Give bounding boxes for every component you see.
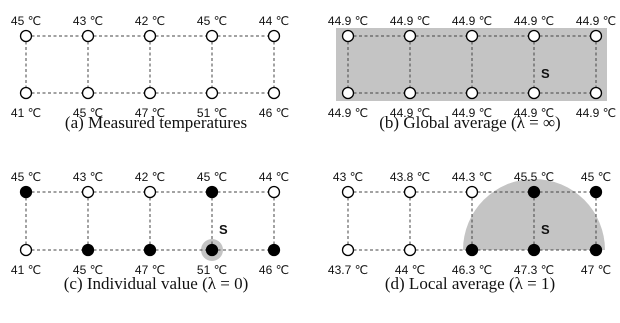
sensor-node-top [465, 185, 479, 199]
sensor-node-top [589, 29, 603, 43]
temperature-label-bottom: 43.7 ℃ [328, 263, 368, 277]
temperature-label-bottom: 45 ℃ [73, 263, 103, 277]
grid-edges [25, 35, 275, 94]
temperature-label-bottom: 46 ℃ [259, 106, 289, 120]
temperature-label-top: 45 ℃ [197, 14, 227, 28]
temperature-label-bottom: 47 ℃ [135, 106, 165, 120]
sensor-node-top [143, 29, 157, 43]
temperature-label-bottom: 44.9 ℃ [452, 106, 492, 120]
sensor-node-bottom [143, 86, 157, 100]
sensor-node-top [527, 185, 541, 199]
sensor-node-bottom [527, 86, 541, 100]
sensor-node-top [589, 185, 603, 199]
sensor-node-top [403, 29, 417, 43]
temperature-label-top: 43.8 ℃ [390, 170, 430, 184]
sensor-node-top [81, 29, 95, 43]
s-marker: S [541, 222, 550, 237]
sensor-node-top [143, 185, 157, 199]
panel-caption: (c) Individual value (λ = 0) [64, 274, 248, 293]
sensor-node-top [527, 29, 541, 43]
sensor-node-bottom [19, 243, 33, 257]
sensor-node-bottom [205, 86, 219, 100]
sensor-node-bottom [267, 243, 281, 257]
temperature-label-top: 44.9 ℃ [514, 14, 554, 28]
temperature-label-top: 44 ℃ [259, 170, 289, 184]
grid-edges [347, 191, 597, 251]
temperature-label-top: 45 ℃ [197, 170, 227, 184]
panel-caption: (a) Measured temperatures [65, 113, 247, 132]
temperature-label-bottom: 41 ℃ [11, 106, 41, 120]
sensor-node-top [267, 185, 281, 199]
temperature-label-top: 43 ℃ [333, 170, 363, 184]
sensor-node-bottom [589, 86, 603, 100]
panel-b: 44.9 ℃ 44.9 ℃ 44.9 ℃ 44.9 ℃ 44.9 ℃ 44.9 ℃ 44.9… [328, 14, 616, 132]
s-marker: S [219, 222, 228, 237]
sensor-node-bottom [465, 86, 479, 100]
sensor-node-bottom [341, 86, 355, 100]
sensor-node-top [403, 185, 417, 199]
sensor-node-bottom [589, 243, 603, 257]
sensor-node-top [205, 185, 219, 199]
sensor-node-top [341, 185, 355, 199]
sensor-node-top [205, 29, 219, 43]
temperature-label-bottom: 44.9 ℃ [514, 106, 554, 120]
sensor-node-bottom [403, 86, 417, 100]
grid-edges [25, 191, 275, 251]
sensor-node-top [19, 29, 33, 43]
temperature-label-top: 44.9 ℃ [576, 14, 616, 28]
sensor-node-top [19, 185, 33, 199]
temperature-label-bottom: 46 ℃ [259, 263, 289, 277]
panel-d: 43 ℃ 43.7 ℃ 43.8 ℃ 44 ℃ 44.3 ℃ 46.3 ℃ 45.5 ℃ 47… [328, 170, 611, 293]
temperature-label-top: 45 ℃ [11, 14, 41, 28]
sensor-node-top [81, 185, 95, 199]
panel-c: 45 ℃ 41 ℃ 43 ℃ 45 ℃ 42 ℃ 47 ℃ 45 ℃ 51 ℃ 44 ℃ 46 ℃… [11, 170, 289, 293]
sensor-node-bottom [527, 243, 541, 257]
temperature-label-bottom: 47 ℃ [135, 263, 165, 277]
temperature-label-bottom: 41 ℃ [11, 263, 41, 277]
temperature-label-bottom: 47.3 ℃ [514, 263, 554, 277]
temperature-label-bottom: 44.9 ℃ [576, 106, 616, 120]
sensor-node-bottom [19, 86, 33, 100]
temperature-label-top: 45 ℃ [11, 170, 41, 184]
panel-a: 45 ℃ 41 ℃ 43 ℃ 45 ℃ 42 ℃ 47 ℃ 45 ℃ 51 ℃ 44 ℃ 46 ℃… [11, 14, 289, 132]
sensor-node-top [267, 29, 281, 43]
sensor-node-bottom [341, 243, 355, 257]
sensor-node-bottom [267, 86, 281, 100]
sensor-node-bottom [81, 243, 95, 257]
temperature-label-bottom: 45 ℃ [73, 106, 103, 120]
sensor-node-bottom [81, 86, 95, 100]
temperature-label-bottom: 46.3 ℃ [452, 263, 492, 277]
temperature-label-top: 44.9 ℃ [452, 14, 492, 28]
temperature-label-bottom: 44 ℃ [395, 263, 425, 277]
sensor-node-top [341, 29, 355, 43]
temperature-label-bottom: 44.9 ℃ [390, 106, 430, 120]
temperature-label-top: 42 ℃ [135, 170, 165, 184]
sensor-node-bottom [403, 243, 417, 257]
s-marker: S [541, 66, 550, 81]
temperature-label-top: 45.5 ℃ [514, 170, 554, 184]
temperature-label-top: 44.9 ℃ [390, 14, 430, 28]
sensor-node-bottom [205, 243, 219, 257]
temperature-label-bottom: 47 ℃ [581, 263, 611, 277]
sensor-node-top [465, 29, 479, 43]
temperature-label-top: 44 ℃ [259, 14, 289, 28]
temperature-label-top: 43 ℃ [73, 170, 103, 184]
temperature-label-top: 45 ℃ [581, 170, 611, 184]
temperature-label-top: 44.3 ℃ [452, 170, 492, 184]
temperature-label-top: 44.9 ℃ [328, 14, 368, 28]
temperature-label-top: 42 ℃ [135, 14, 165, 28]
grid-edges [347, 35, 597, 94]
sensor-node-bottom [143, 243, 157, 257]
temperature-label-bottom: 51 ℃ [197, 263, 227, 277]
panel-caption: (b) Global average (λ = ∞) [379, 113, 560, 132]
temperature-label-bottom: 51 ℃ [197, 106, 227, 120]
temperature-label-top: 43 ℃ [73, 14, 103, 28]
sensor-node-bottom [465, 243, 479, 257]
panel-caption: (d) Local average (λ = 1) [385, 274, 555, 293]
temperature-label-bottom: 44.9 ℃ [328, 106, 368, 120]
